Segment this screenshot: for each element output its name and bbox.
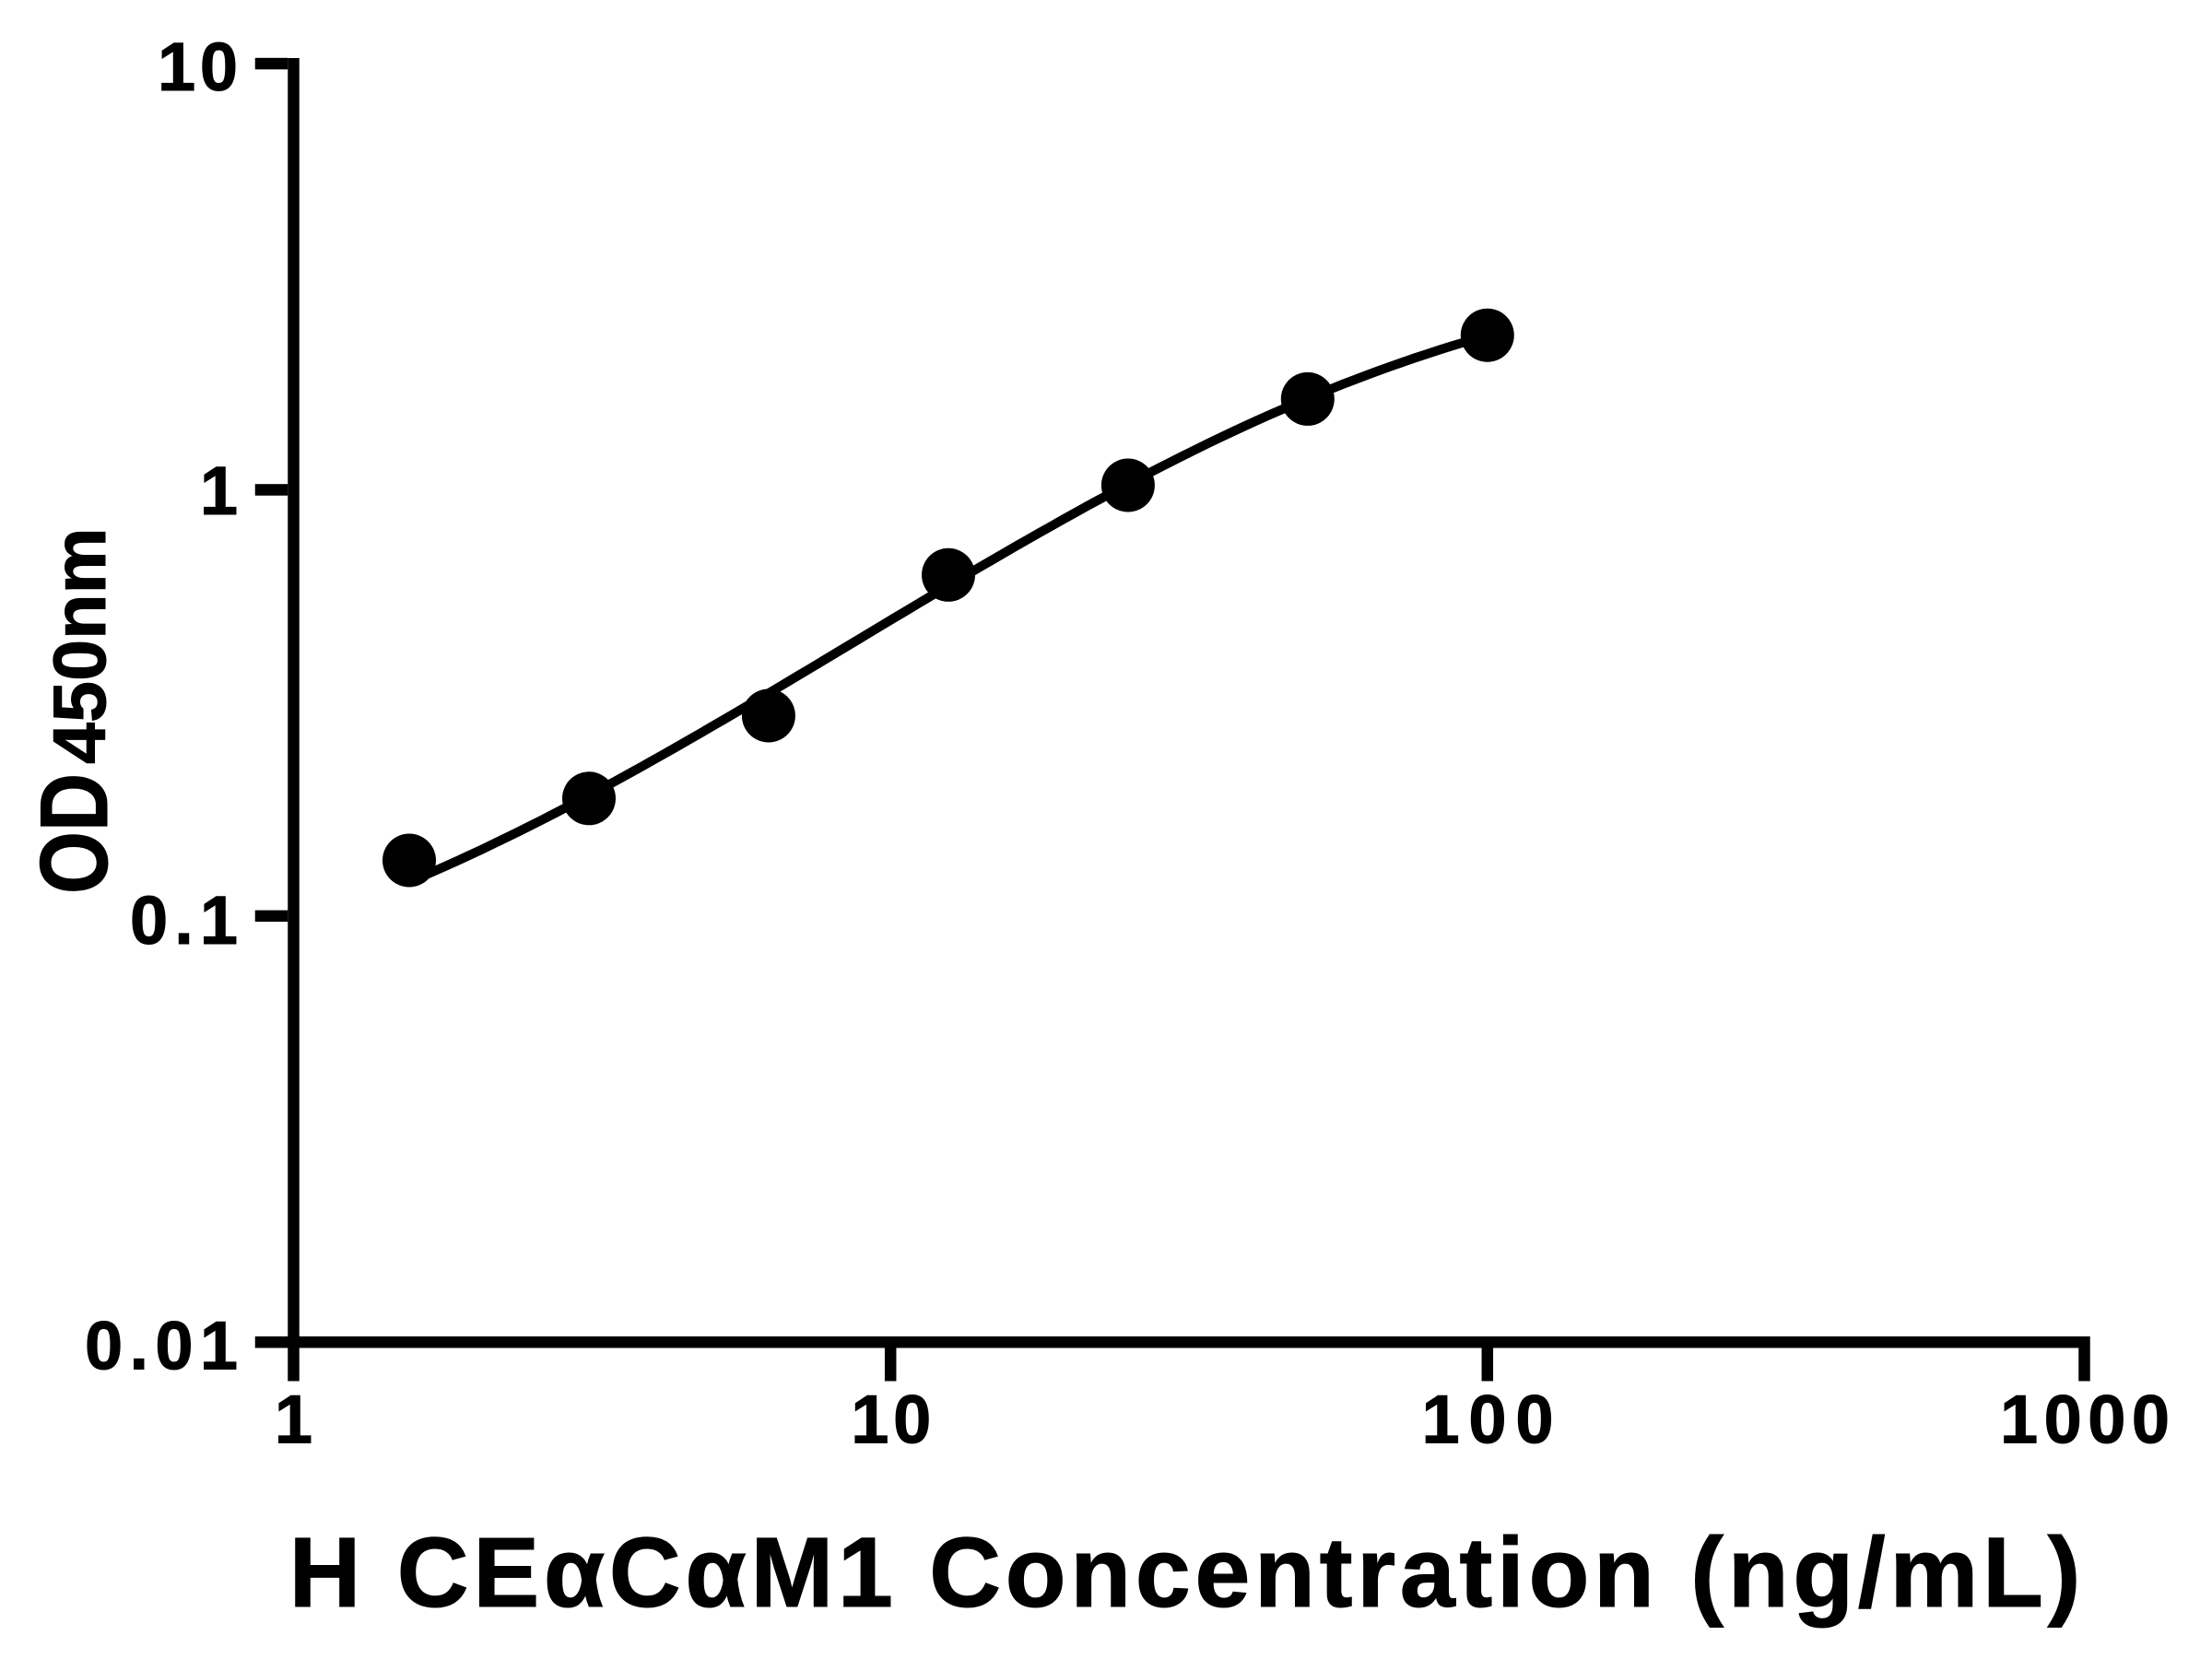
svg-text:1: 1 [200, 453, 238, 529]
svg-text:OD: OD [21, 773, 128, 894]
svg-text:450nm: 450nm [39, 527, 122, 764]
svg-text:0.1: 0.1 [130, 882, 238, 959]
svg-text:100: 100 [1422, 1382, 1554, 1458]
svg-text:0.01: 0.01 [85, 1307, 238, 1383]
svg-text:1: 1 [275, 1382, 312, 1458]
svg-text:H CEαCαM1 Concentration (ng/mL: H CEαCαM1 Concentration (ng/mL) [289, 1516, 2081, 1628]
